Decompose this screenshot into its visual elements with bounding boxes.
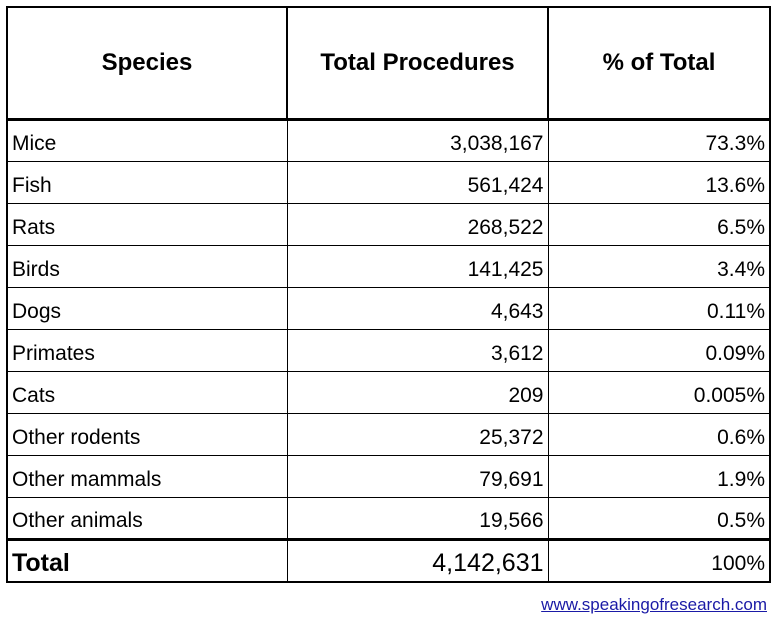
percent-cell: 73.3% [547,119,771,162]
percent-cell: 1.9% [547,455,771,498]
procedures-cell: 25,372 [286,413,549,456]
species-cell: Mice [6,119,288,162]
species-cell: Other animals [6,497,288,540]
table-row: Other rodents 25,372 0.6% [6,413,771,456]
percent-cell: 0.6% [547,413,771,456]
table-row: Other mammals 79,691 1.9% [6,455,771,498]
procedures-cell: 4,643 [286,287,549,330]
table-row: Primates 3,612 0.09% [6,329,771,372]
species-cell: Fish [6,161,288,204]
table-row: Dogs 4,643 0.11% [6,287,771,330]
percent-cell: 0.09% [547,329,771,372]
table-row: Fish 561,424 13.6% [6,161,771,204]
total-row: Total 4,142,631 100% [6,538,771,583]
header-row: Species Total Procedures % of Total [6,6,771,121]
table-row: Mice 3,038,167 73.3% [6,119,771,162]
percent-cell: 0.11% [547,287,771,330]
species-cell: Other rodents [6,413,288,456]
species-cell: Rats [6,203,288,246]
speakingofresearch-link[interactable]: www.speakingofresearch.com [541,595,767,614]
table-row: Birds 141,425 3.4% [6,245,771,288]
table-row: Other animals 19,566 0.5% [6,497,771,540]
procedures-cell: 19,566 [286,497,549,540]
procedures-cell: 4,142,631 [286,538,549,583]
species-cell: Other mammals [6,455,288,498]
header-total-procedures: Total Procedures [286,6,549,121]
percent-cell: 0.5% [547,497,771,540]
procedures-cell: 141,425 [286,245,549,288]
procedures-cell: 3,612 [286,329,549,372]
species-cell: Dogs [6,287,288,330]
species-procedures-table: Species Total Procedures % of Total Mice… [6,6,771,583]
species-cell: Birds [6,245,288,288]
table-row: Cats 209 0.005% [6,371,771,414]
procedures-cell: 561,424 [286,161,549,204]
table-row: Rats 268,522 6.5% [6,203,771,246]
header-species: Species [6,6,288,121]
procedures-cell: 209 [286,371,549,414]
procedures-cell: 79,691 [286,455,549,498]
species-cell: Primates [6,329,288,372]
procedures-cell: 3,038,167 [286,119,549,162]
species-cell: Total [6,538,288,583]
percent-cell: 13.6% [547,161,771,204]
percent-cell: 3.4% [547,245,771,288]
percent-cell: 0.005% [547,371,771,414]
percent-cell: 100% [547,538,771,583]
header-percent-of-total: % of Total [547,6,771,121]
procedures-cell: 268,522 [286,203,549,246]
species-cell: Cats [6,371,288,414]
percent-cell: 6.5% [547,203,771,246]
